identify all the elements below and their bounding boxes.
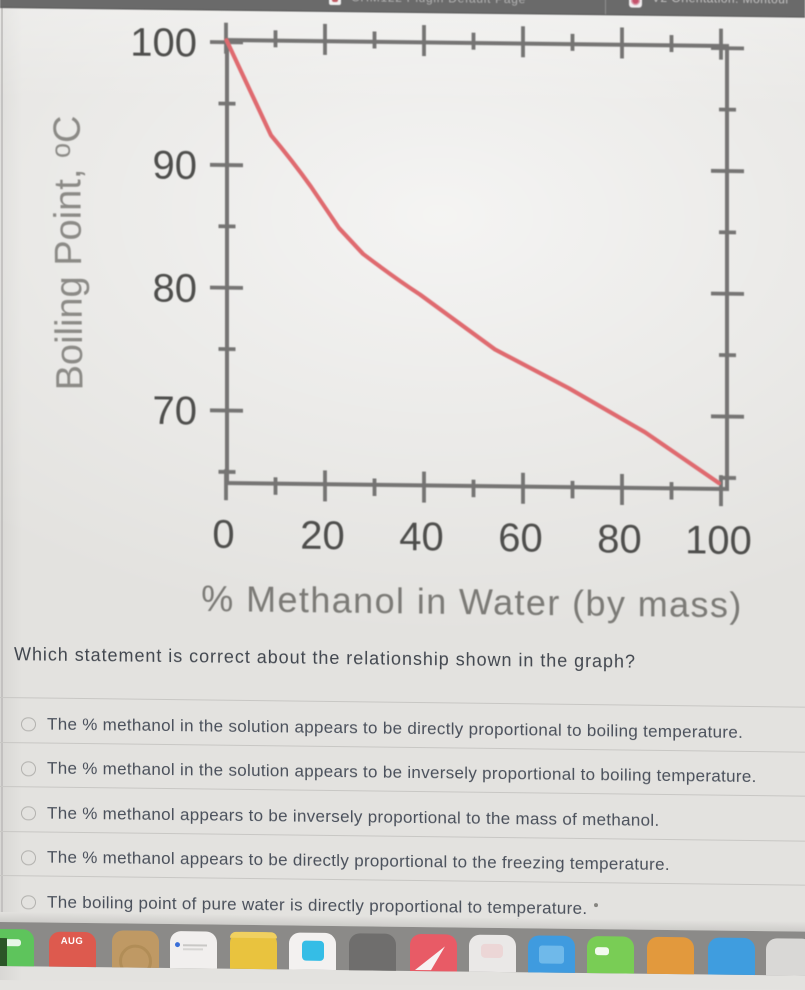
svg-text:40: 40 bbox=[399, 515, 443, 560]
svg-text:100: 100 bbox=[685, 518, 752, 563]
svg-text:80: 80 bbox=[153, 266, 197, 311]
svg-text:Boiling Point, oC: Boiling Point, oC bbox=[46, 115, 92, 390]
svg-text:0: 0 bbox=[212, 513, 234, 557]
svg-text:90: 90 bbox=[153, 143, 197, 188]
svg-text:70: 70 bbox=[153, 389, 197, 434]
svg-text:20: 20 bbox=[300, 514, 344, 559]
svg-text:100: 100 bbox=[130, 20, 197, 65]
svg-text:80: 80 bbox=[597, 517, 641, 562]
svg-text:60: 60 bbox=[498, 516, 542, 561]
svg-text:% Methanol in Water (by mass): % Methanol in Water (by mass) bbox=[201, 578, 742, 625]
